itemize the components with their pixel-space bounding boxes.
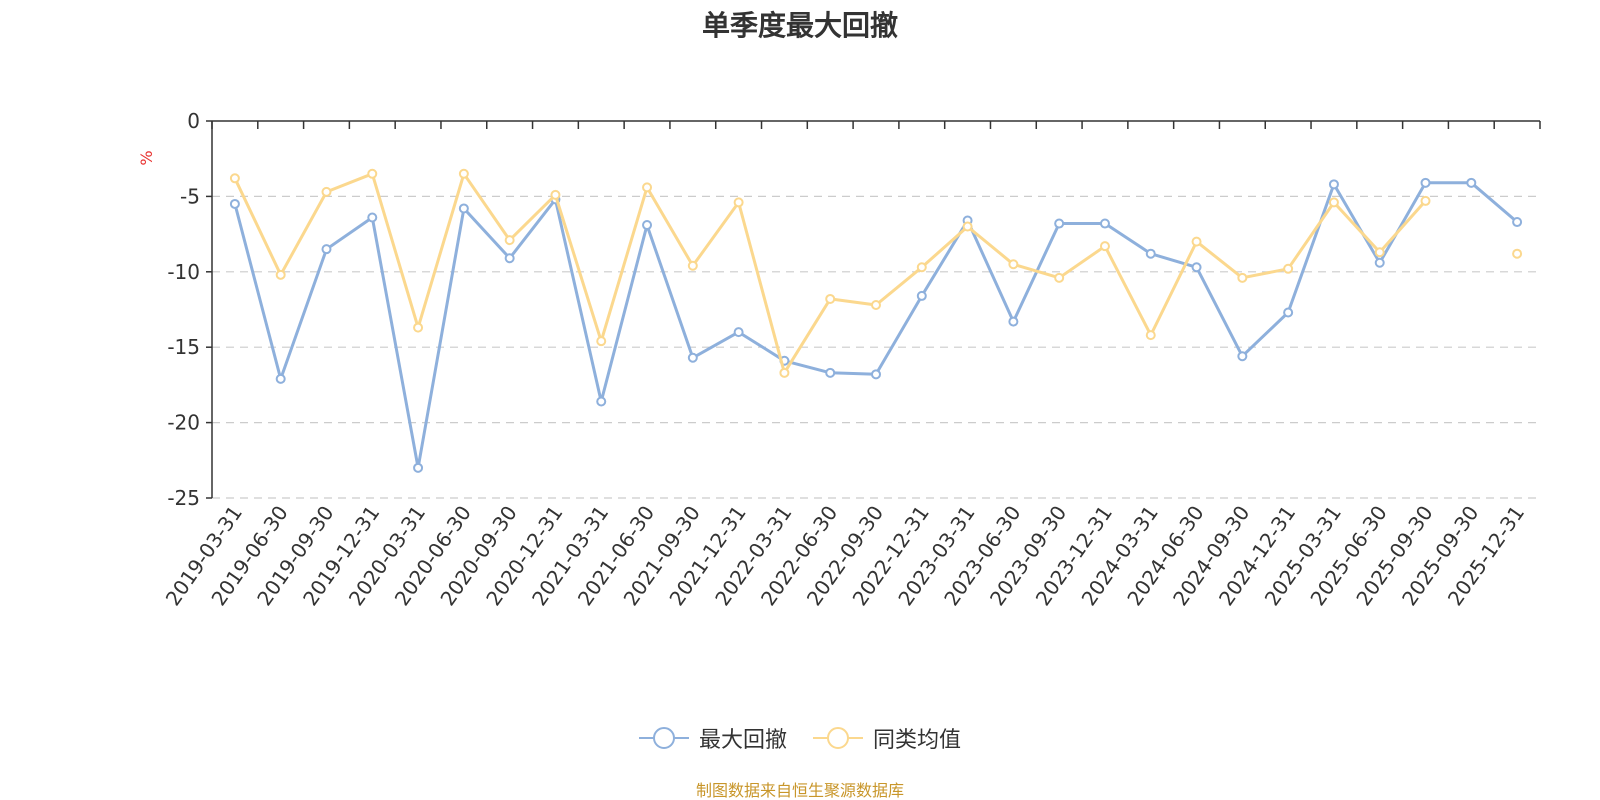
legend-line-circle-icon	[638, 727, 689, 749]
data-point	[1008, 316, 1019, 327]
data-point	[733, 327, 744, 338]
data-point	[458, 168, 469, 179]
data-point	[1283, 307, 1294, 318]
series-1	[229, 168, 1523, 378]
data-point	[1420, 177, 1431, 188]
data-point	[458, 203, 469, 214]
data-point	[321, 186, 332, 197]
data-point	[642, 220, 653, 231]
data-point	[413, 462, 424, 473]
data-point	[916, 290, 927, 301]
y-tick-label: 0	[187, 109, 200, 133]
data-point	[1374, 257, 1385, 268]
data-point	[1283, 263, 1294, 274]
data-point	[504, 253, 515, 264]
data-point	[1466, 177, 1477, 188]
data-point	[1328, 197, 1339, 208]
data-point	[1328, 179, 1339, 190]
data-point	[275, 269, 286, 280]
y-tick-label: -10	[167, 260, 200, 284]
legend-label-max-drawdown: 最大回撤	[698, 728, 787, 753]
data-point	[1191, 262, 1202, 273]
series-line	[233, 181, 1519, 470]
data-point	[550, 189, 561, 200]
data-point	[1237, 272, 1248, 283]
data-point	[1237, 351, 1248, 362]
data-point	[687, 260, 698, 271]
series-0	[229, 177, 1523, 473]
data-point	[1512, 217, 1523, 228]
y-axis-label: %	[137, 150, 156, 165]
data-point	[871, 369, 881, 380]
data-point	[825, 367, 836, 378]
data-point	[642, 182, 653, 193]
data-point	[275, 373, 286, 384]
data-point	[825, 293, 836, 304]
data-point	[1512, 248, 1523, 259]
data-point	[733, 197, 744, 208]
data-point	[1191, 236, 1202, 247]
data-point	[962, 221, 973, 232]
data-point	[596, 336, 607, 347]
data-point	[1054, 218, 1065, 229]
data-point	[687, 352, 698, 363]
data-point	[229, 173, 240, 184]
y-tick-label: -15	[167, 335, 200, 359]
data-point	[1145, 330, 1156, 341]
legend-item-max-drawdown[interactable]: 最大回撤	[638, 722, 787, 754]
series	[229, 168, 1523, 473]
y-tick-label: -5	[180, 184, 200, 208]
source-note: 制图数据来自恒生聚源数据库	[695, 781, 904, 800]
data-point	[504, 235, 515, 246]
data-point	[321, 244, 332, 255]
y-tick-label: -25	[167, 486, 200, 510]
data-point	[596, 396, 607, 407]
chart-title: 单季度最大回撤	[701, 9, 898, 42]
data-point	[367, 168, 378, 179]
legend: 最大回撤 同类均值	[0, 722, 1600, 754]
data-point	[916, 262, 927, 273]
data-point	[1099, 241, 1110, 252]
series-line	[235, 174, 1517, 373]
y-tick-label: -20	[167, 411, 200, 435]
data-point	[229, 198, 240, 209]
data-point	[779, 367, 790, 378]
data-point	[871, 299, 881, 310]
data-point	[1145, 248, 1156, 259]
data-point	[413, 322, 424, 333]
data-point	[1054, 272, 1065, 283]
data-point	[1099, 218, 1110, 229]
data-point	[1374, 247, 1385, 258]
data-point	[1008, 259, 1019, 270]
gridlines	[212, 195, 1540, 499]
legend-label-peer-average: 同类均值	[873, 728, 962, 753]
data-point	[1420, 195, 1431, 206]
data-point	[367, 212, 378, 223]
legend-line-circle-icon	[813, 727, 863, 749]
legend-item-peer-average[interactable]: 同类均值	[813, 722, 961, 754]
